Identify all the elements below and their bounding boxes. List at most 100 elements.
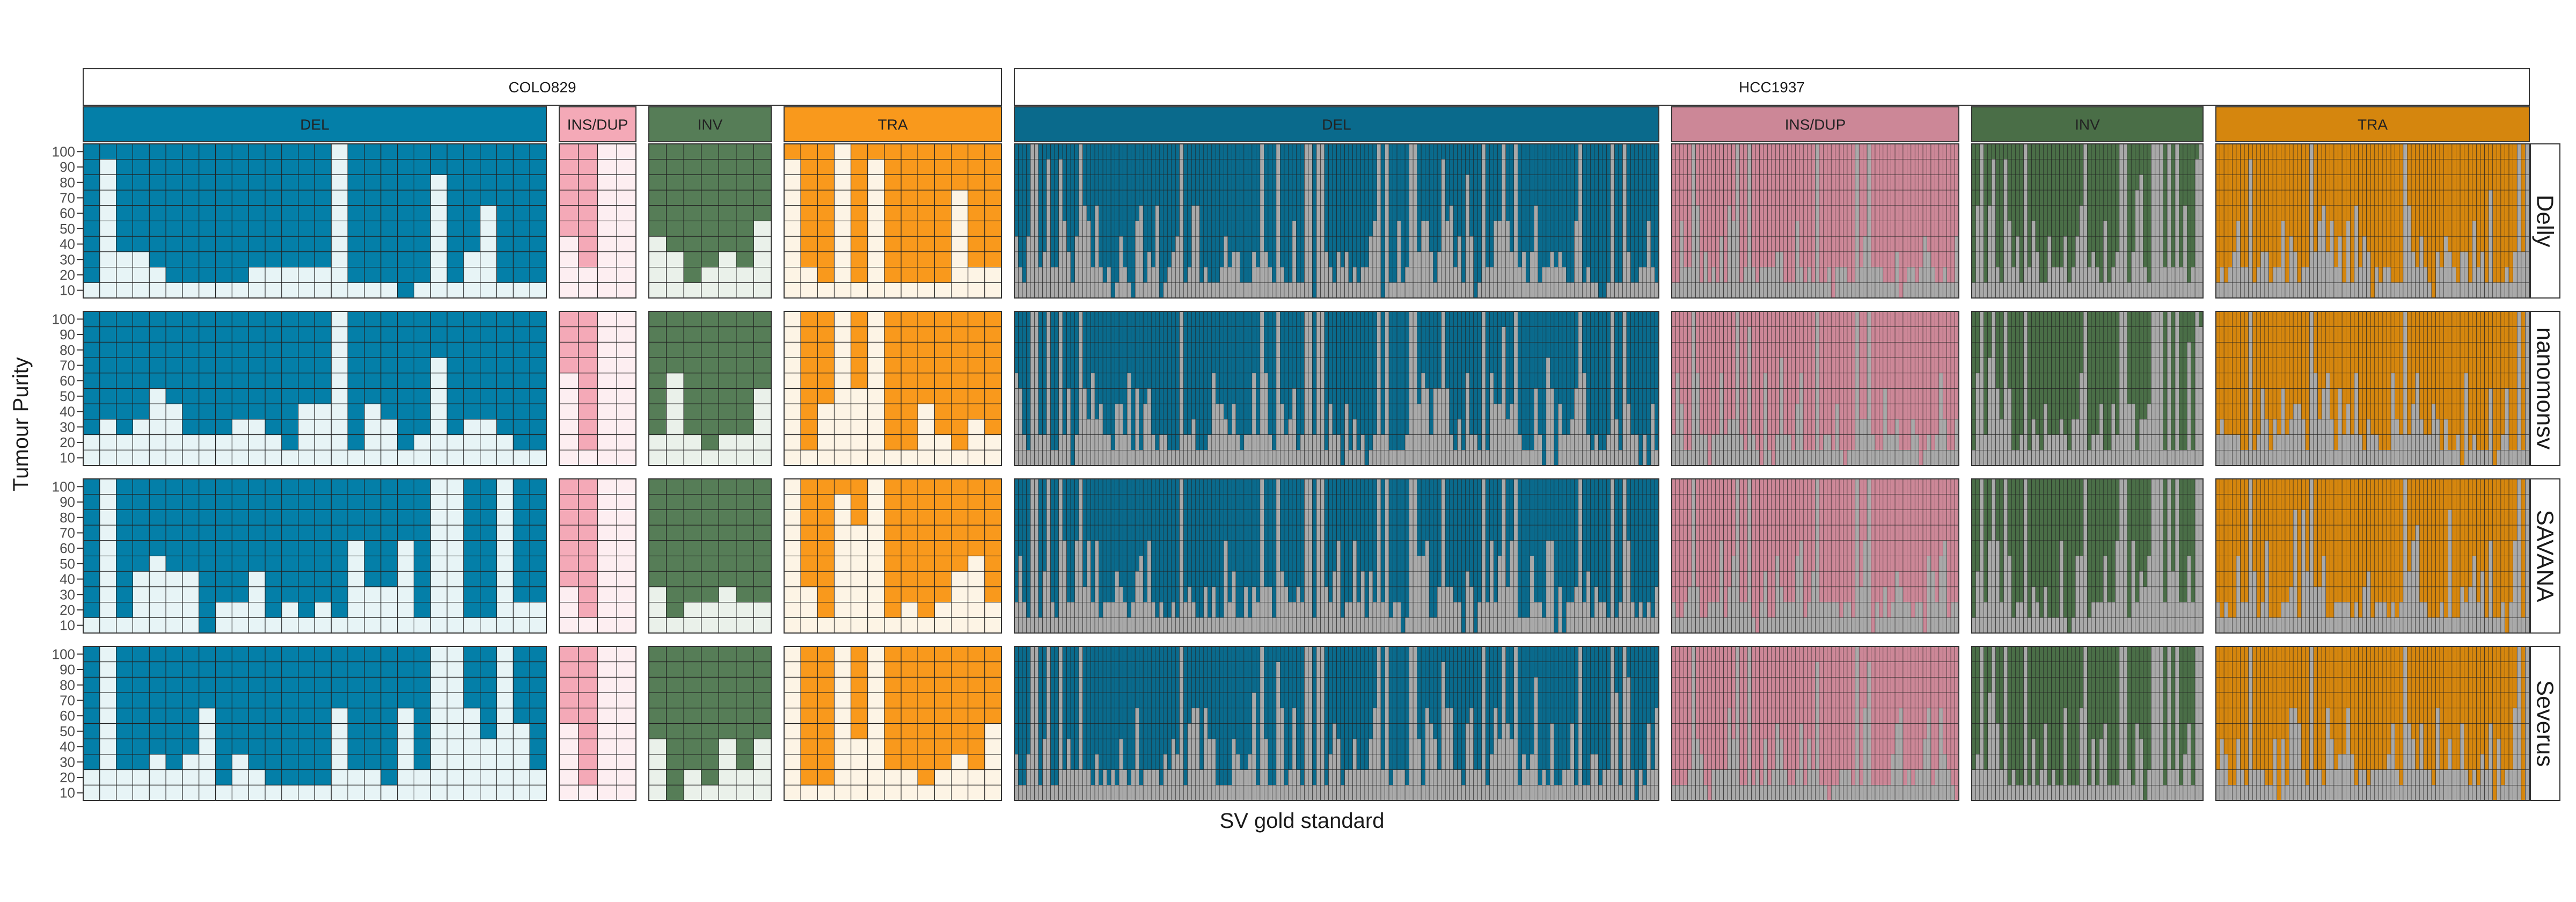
- heatmap-cell: [559, 190, 579, 206]
- heatmap-cell: [1155, 434, 1160, 450]
- heatmap-cell: [1248, 326, 1253, 343]
- heatmap-cell: [380, 388, 398, 404]
- heatmap-cell: [1175, 311, 1180, 328]
- heatmap-cell: [1336, 236, 1341, 252]
- heatmap-cell: [753, 617, 772, 634]
- heatmap-cell: [1163, 403, 1168, 420]
- heatmap-cell: [1509, 190, 1514, 206]
- heatmap-cell: [1240, 282, 1245, 299]
- heatmap-cell: [1070, 357, 1075, 374]
- heatmap-cell: [430, 174, 448, 191]
- heatmap-cell: [753, 661, 772, 678]
- heatmap-cell: [1256, 190, 1261, 206]
- heatmap-cell: [447, 661, 464, 678]
- heatmap-cell: [1074, 311, 1079, 328]
- heatmap-cell: [331, 205, 348, 222]
- heatmap-cell: [281, 602, 299, 618]
- heatmap-cell: [1026, 174, 1031, 191]
- heatmap-cell: [165, 388, 183, 404]
- heatmap-cell: [99, 251, 117, 268]
- heatmap-cell: [597, 525, 617, 541]
- heatmap-cell: [1489, 282, 1494, 299]
- heatmap-cell: [800, 646, 818, 663]
- heatmap-cell: [496, 723, 514, 739]
- heatmap-cell: [683, 661, 702, 678]
- heatmap-cell: [380, 205, 398, 222]
- heatmap-cell: [1598, 282, 1603, 299]
- heatmap-cell: [447, 509, 464, 526]
- heatmap-cell: [1159, 190, 1164, 206]
- heatmap-cell: [1385, 434, 1389, 450]
- heatmap-cell: [1131, 326, 1136, 343]
- heatmap-cell: [1268, 342, 1272, 358]
- heatmap-cell: [496, 174, 514, 191]
- y-tick-label: 10: [60, 785, 75, 801]
- heatmap-cell: [1300, 174, 1305, 191]
- heatmap-cell: [984, 692, 1002, 709]
- heatmap-cell: [1126, 373, 1131, 389]
- heatmap-cell: [397, 738, 414, 755]
- heatmap-cell: [1099, 342, 1103, 358]
- heatmap-cell: [950, 357, 969, 374]
- heatmap-cell: [1481, 143, 1486, 160]
- heatmap-cell: [1203, 159, 1208, 175]
- heatmap-cell: [1070, 403, 1075, 420]
- heatmap-cell: [331, 434, 348, 450]
- heatmap-cell: [1248, 449, 1253, 466]
- heatmap-cell: [1260, 190, 1264, 206]
- heatmap-cell: [784, 784, 801, 801]
- heatmap-cell: [1284, 143, 1289, 160]
- heatmap-cell: [116, 555, 134, 572]
- heatmap-cell: [1413, 403, 1417, 420]
- heatmap-cell: [447, 769, 464, 785]
- heatmap-cell: [347, 236, 365, 252]
- heatmap-cell: [901, 661, 918, 678]
- heatmap-cell: [1248, 251, 1253, 267]
- heatmap-cell: [867, 403, 885, 420]
- heatmap-cell: [1155, 174, 1160, 191]
- heatmap-cell: [1401, 449, 1406, 466]
- heatmap-cell: [447, 754, 464, 770]
- heatmap-cell: [1578, 174, 1583, 191]
- heatmap-cell: [1388, 190, 1393, 206]
- heatmap-cell: [1554, 174, 1558, 191]
- heatmap-cell: [616, 267, 636, 283]
- heatmap-cell: [231, 571, 249, 587]
- heatmap-cell: [513, 388, 530, 404]
- heatmap-cell: [1175, 159, 1180, 175]
- heatmap-cell: [1126, 449, 1131, 466]
- heatmap-cell: [1126, 205, 1131, 221]
- heatmap-cell: [1377, 357, 1381, 374]
- heatmap-cell: [1385, 311, 1389, 328]
- heatmap-cell: [1107, 174, 1111, 191]
- heatmap-cell: [1139, 190, 1144, 206]
- heatmap-cell: [1393, 251, 1397, 267]
- heatmap-cell: [364, 449, 382, 466]
- heatmap-cell: [1594, 174, 1599, 191]
- heatmap-cell: [149, 723, 166, 739]
- heatmap-cell: [1256, 221, 1261, 237]
- heatmap-cell: [265, 525, 282, 541]
- heatmap-cell: [1030, 143, 1035, 160]
- heatmap-cell: [683, 509, 702, 526]
- heatmap-cell: [1211, 419, 1216, 435]
- heatmap-cell: [1377, 449, 1381, 466]
- heatmap-cell: [867, 586, 885, 603]
- heatmap-cell: [1655, 143, 1659, 160]
- heatmap-cell: [718, 586, 737, 603]
- heatmap-cell: [1646, 251, 1651, 267]
- heatmap-cell: [578, 341, 598, 358]
- heatmap-cell: [884, 540, 902, 557]
- heatmap-cell: [1380, 205, 1385, 221]
- heatmap-cell: [559, 571, 579, 587]
- heatmap-cell: [851, 602, 868, 618]
- heatmap-cell: [165, 525, 183, 541]
- heatmap-cell: [298, 236, 316, 252]
- heatmap-cell: [1344, 449, 1349, 466]
- heatmap-cell: [380, 190, 398, 206]
- heatmap-cell: [616, 494, 636, 510]
- heatmap-cell: [1179, 326, 1184, 343]
- heatmap-cell: [1034, 449, 1039, 466]
- heatmap-cell: [1328, 403, 1333, 420]
- heatmap-cell: [1453, 267, 1458, 283]
